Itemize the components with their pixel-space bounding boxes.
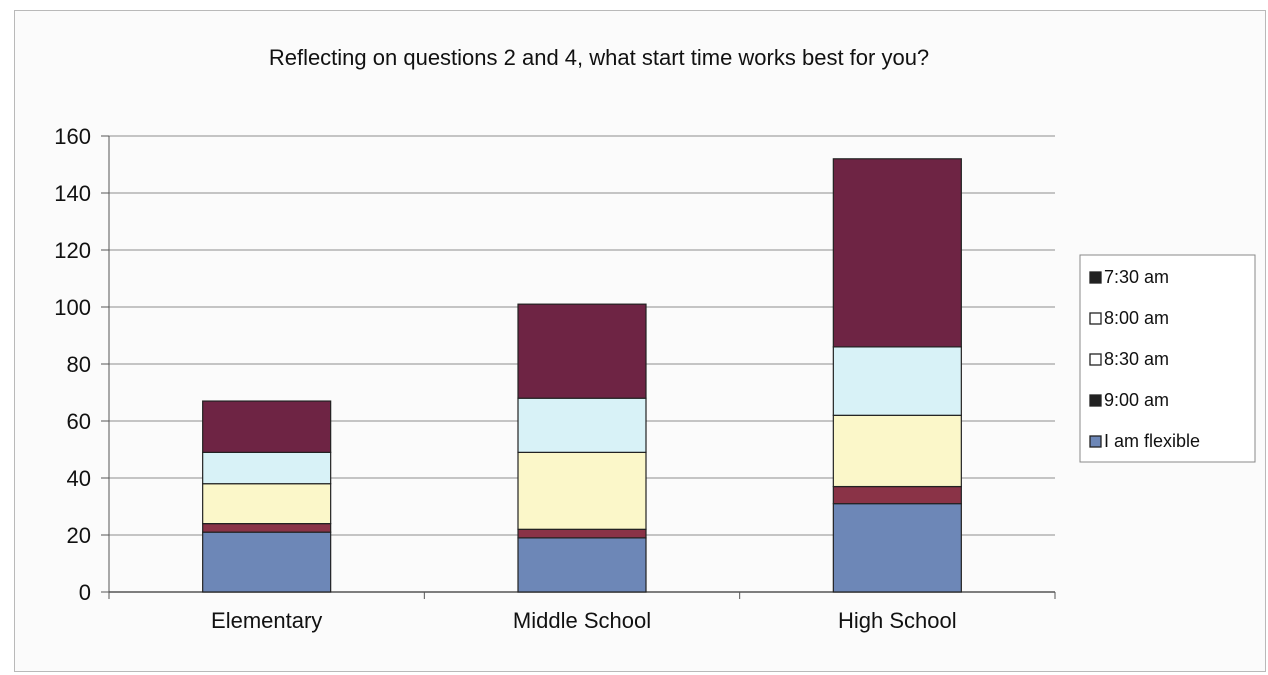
legend-swatch: [1089, 435, 1102, 448]
y-tick-label: 60: [67, 409, 91, 434]
bar-segment-i-am-flexible: [517, 537, 647, 593]
y-tick-label: 40: [67, 466, 91, 491]
y-tick-label: 0: [79, 580, 91, 605]
chart-title: Reflecting on questions 2 and 4, what st…: [269, 45, 929, 70]
y-tick-label: 140: [54, 181, 91, 206]
bar-segment-8-00-am: [517, 397, 647, 453]
legend-label: I am flexible: [1104, 431, 1200, 451]
x-category-label: Elementary: [211, 608, 322, 633]
y-tick-label: 80: [67, 352, 91, 377]
x-category-label: High School: [838, 608, 957, 633]
legend-box: [1079, 254, 1256, 463]
bar-segment-9-00-am: [517, 528, 647, 539]
legend-label: 8:00 am: [1104, 308, 1169, 328]
legend-swatch: [1089, 271, 1102, 284]
y-tick-label: 100: [54, 295, 91, 320]
bar-segment-8-30-am: [517, 451, 647, 530]
y-tick-label: 120: [54, 238, 91, 263]
bar-segment-7-30-am: [202, 400, 332, 453]
bar-segment-7-30-am: [517, 303, 647, 399]
x-category-label: Middle School: [513, 608, 651, 633]
bar-segment-9-00-am: [202, 522, 332, 533]
bar-segment-8-30-am: [832, 414, 962, 488]
bar-segment-9-00-am: [832, 485, 962, 505]
chart-frame: Reflecting on questions 2 and 4, what st…: [14, 10, 1266, 672]
legend-swatch: [1089, 312, 1102, 325]
bar-segment-i-am-flexible: [832, 503, 962, 593]
legend: 7:30 am 8:00 am 8:30 am 9:00 am I am flexibl…: [1079, 254, 1256, 463]
legend-label: 8:30 am: [1104, 349, 1169, 369]
bar-segment-7-30-am: [832, 158, 962, 348]
legend-swatch: [1089, 353, 1102, 366]
bars: [202, 158, 962, 593]
bar-segment-8-30-am: [202, 483, 332, 525]
bar-segment-8-00-am: [202, 451, 332, 485]
stacked-bar-chart: Reflecting on questions 2 and 4, what st…: [54, 45, 1256, 633]
legend-swatch: [1089, 394, 1102, 407]
y-tick-label: 160: [54, 124, 91, 149]
legend-label: 9:00 am: [1104, 390, 1169, 410]
bar-segment-8-00-am: [832, 346, 962, 416]
bar-segment-i-am-flexible: [202, 531, 332, 593]
axes: 0 20 40 60 80 100 120 140 160 Elementary Middle Sc…: [54, 124, 1056, 633]
y-tick-label: 20: [67, 523, 91, 548]
legend-label: 7:30 am: [1104, 267, 1169, 287]
